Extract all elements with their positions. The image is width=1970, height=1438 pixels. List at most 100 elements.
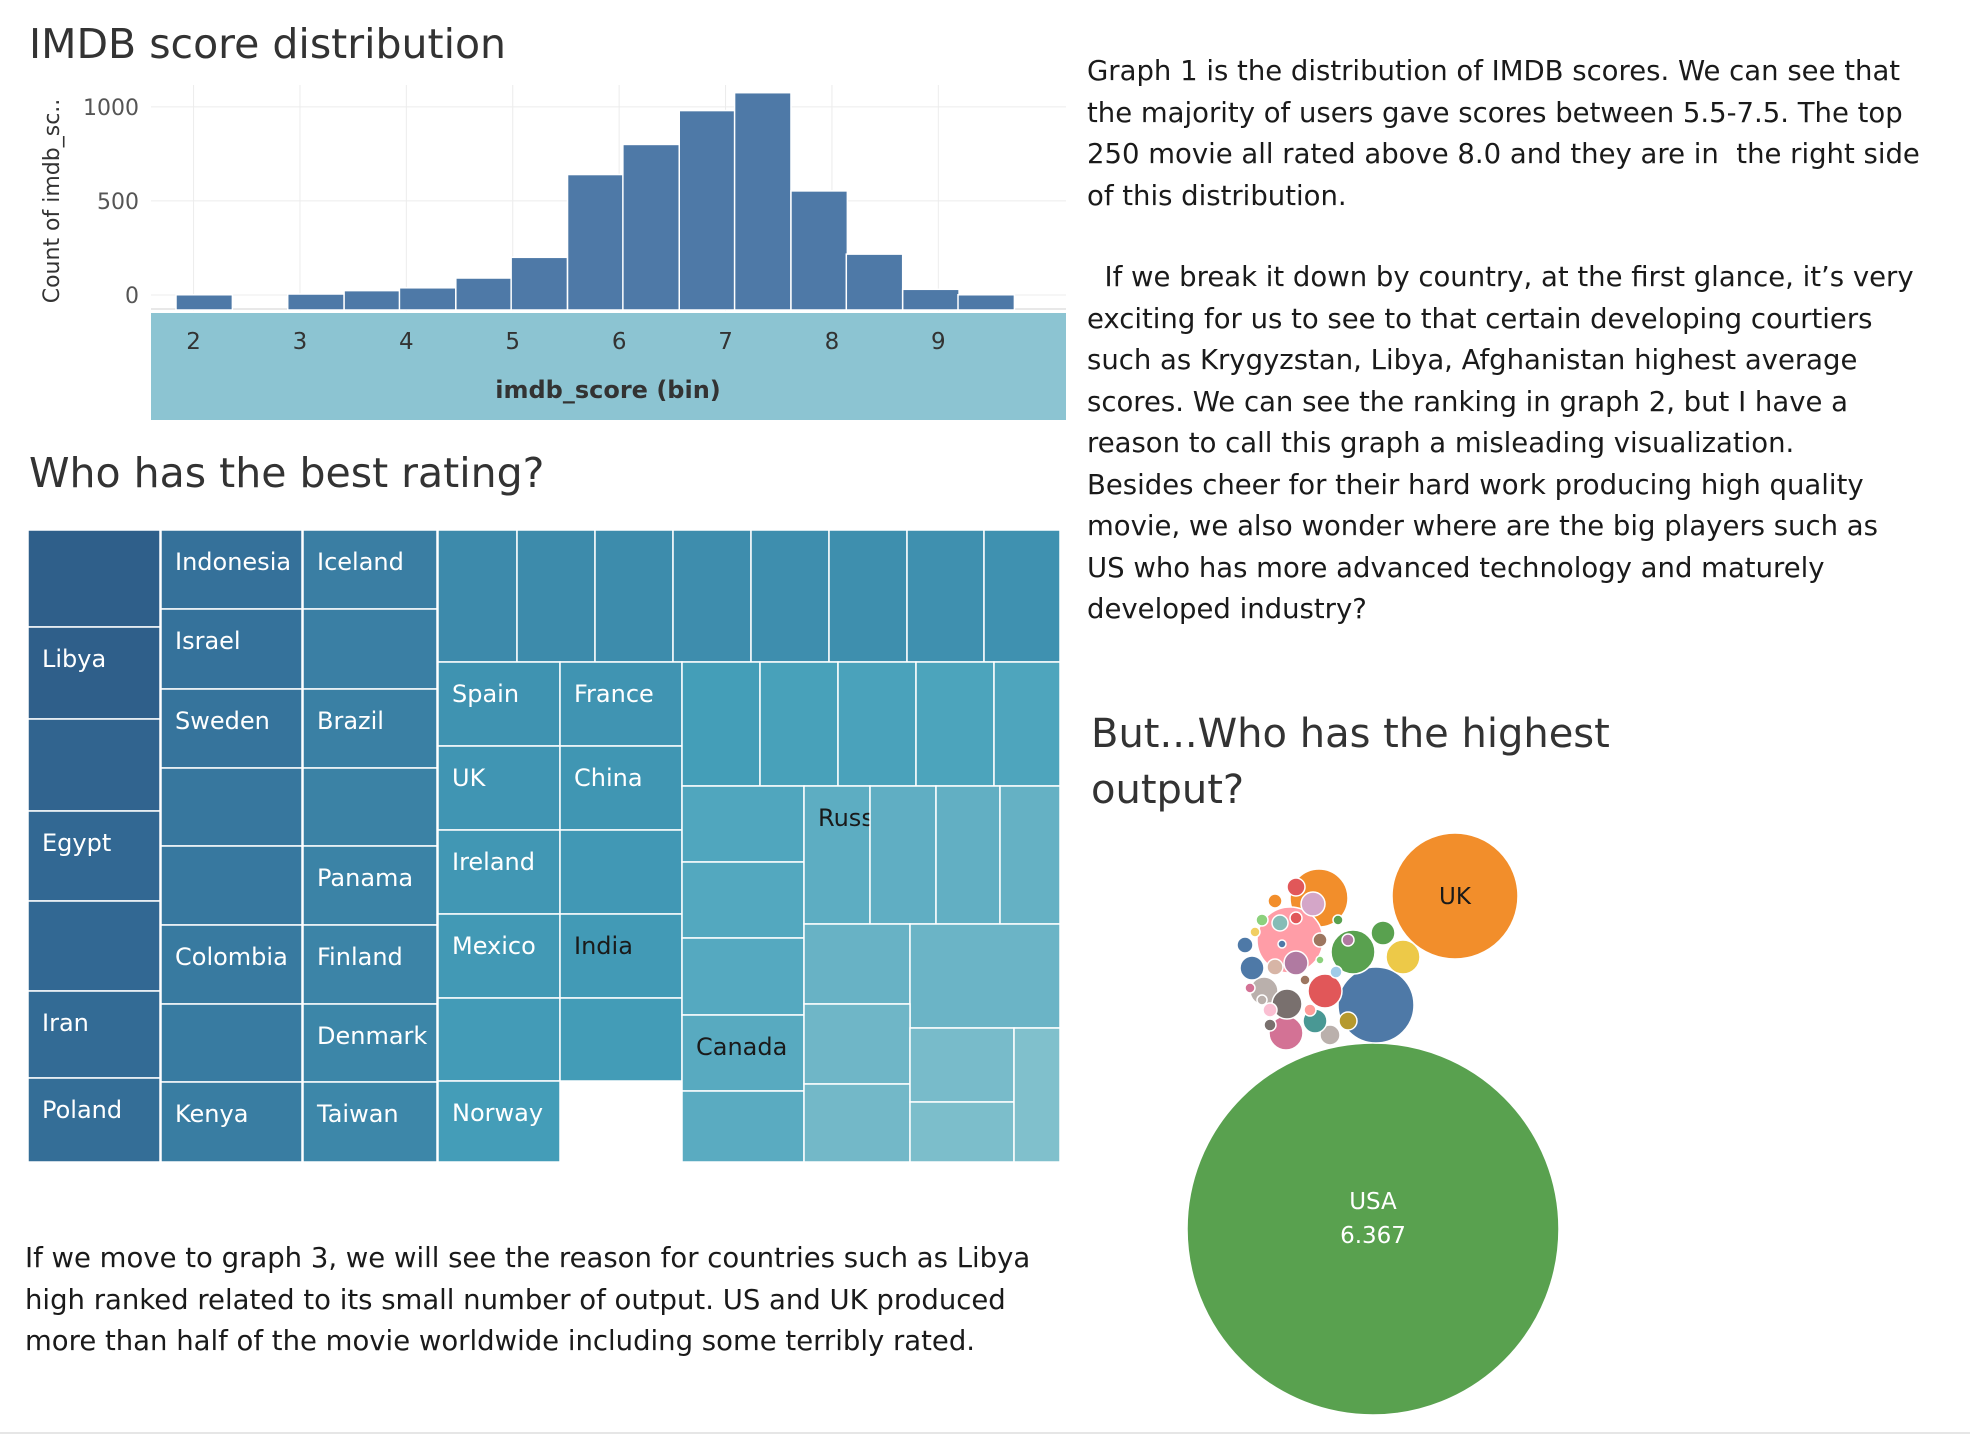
treemap-rect[interactable] xyxy=(437,829,561,915)
bubble[interactable] xyxy=(1385,939,1421,975)
bubble-usa[interactable]: USA 6.367 xyxy=(1186,1042,1560,1416)
treemap-rect[interactable] xyxy=(28,1077,161,1162)
treemap-cell[interactable] xyxy=(906,530,985,663)
bubble-uk[interactable]: UK xyxy=(1391,832,1519,960)
treemap-cell[interactable] xyxy=(302,608,438,690)
bubble-circle[interactable] xyxy=(1267,893,1283,909)
treemap-rect[interactable] xyxy=(993,661,1061,787)
bubble[interactable] xyxy=(1299,974,1311,986)
bubble-circle[interactable] xyxy=(1236,936,1254,954)
bubble-circle[interactable] xyxy=(1338,1011,1358,1031)
treemap-rect[interactable] xyxy=(160,924,303,1005)
bubble[interactable] xyxy=(1303,1003,1317,1017)
x-axis-band[interactable] xyxy=(151,313,1066,420)
bubble[interactable] xyxy=(1239,955,1265,981)
treemap-rect[interactable] xyxy=(681,661,761,787)
bubble[interactable] xyxy=(1341,933,1355,947)
bubble-circle[interactable] xyxy=(1329,965,1343,979)
bubble-circle[interactable] xyxy=(1307,973,1343,1009)
treemap-rect[interactable] xyxy=(909,923,1061,1029)
treemap-cell[interactable]: Finland xyxy=(302,924,438,1005)
treemap-cell[interactable] xyxy=(935,785,1001,925)
treemap-rect[interactable] xyxy=(803,923,911,1005)
treemap-cell[interactable]: Canada xyxy=(681,1014,805,1092)
treemap-rect[interactable] xyxy=(516,530,596,663)
treemap-cell[interactable] xyxy=(750,530,830,663)
treemap-cell[interactable] xyxy=(681,785,805,863)
treemap-rect[interactable] xyxy=(28,718,161,812)
bubble-circle[interactable] xyxy=(1385,939,1421,975)
bubble-circle[interactable] xyxy=(1271,914,1289,932)
bubble-circle[interactable] xyxy=(1370,920,1396,946)
treemap-cell[interactable] xyxy=(302,767,438,847)
treemap-rect[interactable] xyxy=(681,785,805,863)
histogram-bar[interactable] xyxy=(455,277,513,311)
treemap-rect[interactable] xyxy=(594,530,674,663)
treemap-cell[interactable]: France xyxy=(559,661,683,747)
treemap-cell[interactable] xyxy=(559,829,683,915)
treemap-rect[interactable] xyxy=(559,745,683,831)
treemap-rect[interactable] xyxy=(869,785,937,925)
treemap-cell[interactable] xyxy=(999,785,1061,925)
treemap-cell[interactable]: Iran xyxy=(28,990,161,1079)
bubble[interactable] xyxy=(1267,893,1283,909)
treemap-cell[interactable] xyxy=(681,861,805,939)
treemap-rect[interactable] xyxy=(160,1003,303,1083)
treemap-cell[interactable]: UK xyxy=(437,745,561,831)
treemap-rect[interactable] xyxy=(909,1027,1015,1103)
bubble[interactable] xyxy=(1244,982,1256,994)
treemap-rect[interactable] xyxy=(160,767,303,847)
histogram-bar[interactable] xyxy=(398,287,457,311)
bubble[interactable] xyxy=(1255,913,1269,927)
bubble-circle[interactable] xyxy=(1341,933,1355,947)
treemap-cell[interactable]: Norway xyxy=(437,1080,561,1162)
treemap-rect[interactable] xyxy=(681,1014,805,1092)
bubble[interactable] xyxy=(1329,965,1343,979)
bubble-circle[interactable] xyxy=(1300,891,1326,917)
treemap-rect[interactable] xyxy=(302,1003,438,1083)
treemap-cell[interactable]: Israel xyxy=(160,608,303,690)
treemap-cell[interactable] xyxy=(594,530,674,663)
treemap-rect[interactable] xyxy=(302,767,438,847)
treemap-cell[interactable] xyxy=(672,530,752,663)
bubble[interactable] xyxy=(1370,920,1396,946)
treemap-rect[interactable] xyxy=(915,661,995,787)
treemap-cell[interactable] xyxy=(1013,1027,1061,1162)
bubble[interactable] xyxy=(1249,926,1261,938)
treemap-cell[interactable] xyxy=(993,661,1061,787)
treemap-cell[interactable]: Indonesia xyxy=(160,530,303,610)
histogram-bar[interactable] xyxy=(286,293,345,311)
histogram-bar[interactable] xyxy=(678,109,737,311)
bubble[interactable] xyxy=(1300,891,1326,917)
treemap-rect[interactable] xyxy=(28,530,161,628)
bubble-circle[interactable] xyxy=(1332,914,1344,926)
bubble[interactable] xyxy=(1332,914,1344,926)
treemap-rect[interactable] xyxy=(759,661,839,787)
treemap-rect[interactable] xyxy=(437,530,518,663)
treemap-cell[interactable] xyxy=(828,530,908,663)
treemap-cell[interactable] xyxy=(437,997,561,1082)
treemap-cell[interactable] xyxy=(869,785,937,925)
treemap-cell[interactable] xyxy=(516,530,596,663)
treemap-rect[interactable] xyxy=(672,530,752,663)
histogram-bar[interactable] xyxy=(175,294,234,311)
bubble-circle[interactable] xyxy=(1286,877,1306,897)
bubble[interactable] xyxy=(1236,936,1254,954)
treemap-cell[interactable]: Brazil xyxy=(302,688,438,769)
bubble-circle[interactable] xyxy=(1266,958,1284,976)
histogram-bar[interactable] xyxy=(510,256,569,311)
treemap-rect[interactable] xyxy=(437,661,561,747)
treemap-rect[interactable] xyxy=(837,661,917,787)
treemap-cell[interactable]: India xyxy=(559,913,683,999)
histogram-bar[interactable] xyxy=(566,173,625,311)
treemap-cell[interactable]: Panama xyxy=(302,845,438,926)
bubble-circle[interactable] xyxy=(1319,1024,1341,1046)
treemap-rect[interactable] xyxy=(28,626,161,720)
treemap-rect[interactable] xyxy=(160,845,303,926)
histogram-bar[interactable] xyxy=(957,294,1016,311)
treemap-rect[interactable] xyxy=(681,937,805,1016)
bubble-circle[interactable] xyxy=(1255,913,1269,927)
bubble[interactable] xyxy=(1263,1018,1277,1032)
treemap-cell[interactable] xyxy=(909,1027,1015,1103)
treemap-rect[interactable] xyxy=(1013,1027,1061,1162)
